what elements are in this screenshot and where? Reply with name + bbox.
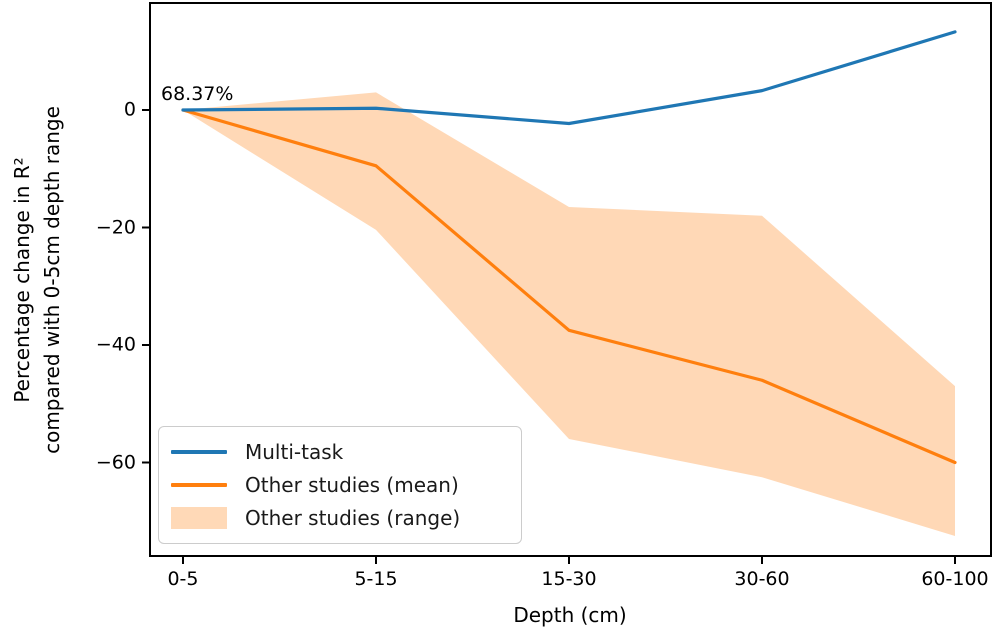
x-tick-label: 0-5 <box>167 568 199 590</box>
y-tick-label: 0 <box>123 98 136 121</box>
legend-item-other-studies-range: Other studies (range) <box>171 506 509 530</box>
other-studies-mean-line-swatch <box>171 482 227 487</box>
legend-label: Other studies (mean) <box>245 472 459 497</box>
y-axis-label-line2: compared with 0-5cm depth range <box>40 106 64 454</box>
x-axis-label: Depth (cm) <box>513 603 627 627</box>
legend-item-multi-task: Multi-task <box>171 440 509 464</box>
other-studies-range-band <box>183 92 955 536</box>
x-tick-label: 30-60 <box>734 568 790 590</box>
legend-item-other-studies-mean: Other studies (mean) <box>171 473 509 497</box>
legend: Multi-task Other studies (mean) Other st… <box>158 426 522 544</box>
y-tick-label: −20 <box>95 216 136 238</box>
legend-label: Multi-task <box>245 439 344 464</box>
other-studies-mean--line <box>181 108 957 465</box>
multi-task-line-swatch <box>171 449 227 454</box>
x-tick-label: 60-100 <box>921 568 989 590</box>
first-point-annotation: 68.37% <box>161 83 234 105</box>
y-tick-label: −40 <box>95 333 136 356</box>
x-tick-label: 5-15 <box>354 568 398 590</box>
axes-frame <box>149 2 992 557</box>
legend-label: Other studies (range) <box>245 506 461 531</box>
other-studies-range-patch-swatch <box>171 507 227 530</box>
y-axis-label: Percentage change in R² compared with 0-… <box>7 106 67 454</box>
multi-task-line <box>181 30 957 126</box>
y-axis-label-line1: Percentage change in R² <box>10 157 34 403</box>
y-tick-label: −60 <box>95 451 136 473</box>
x-tick-label: 15-30 <box>541 568 597 590</box>
